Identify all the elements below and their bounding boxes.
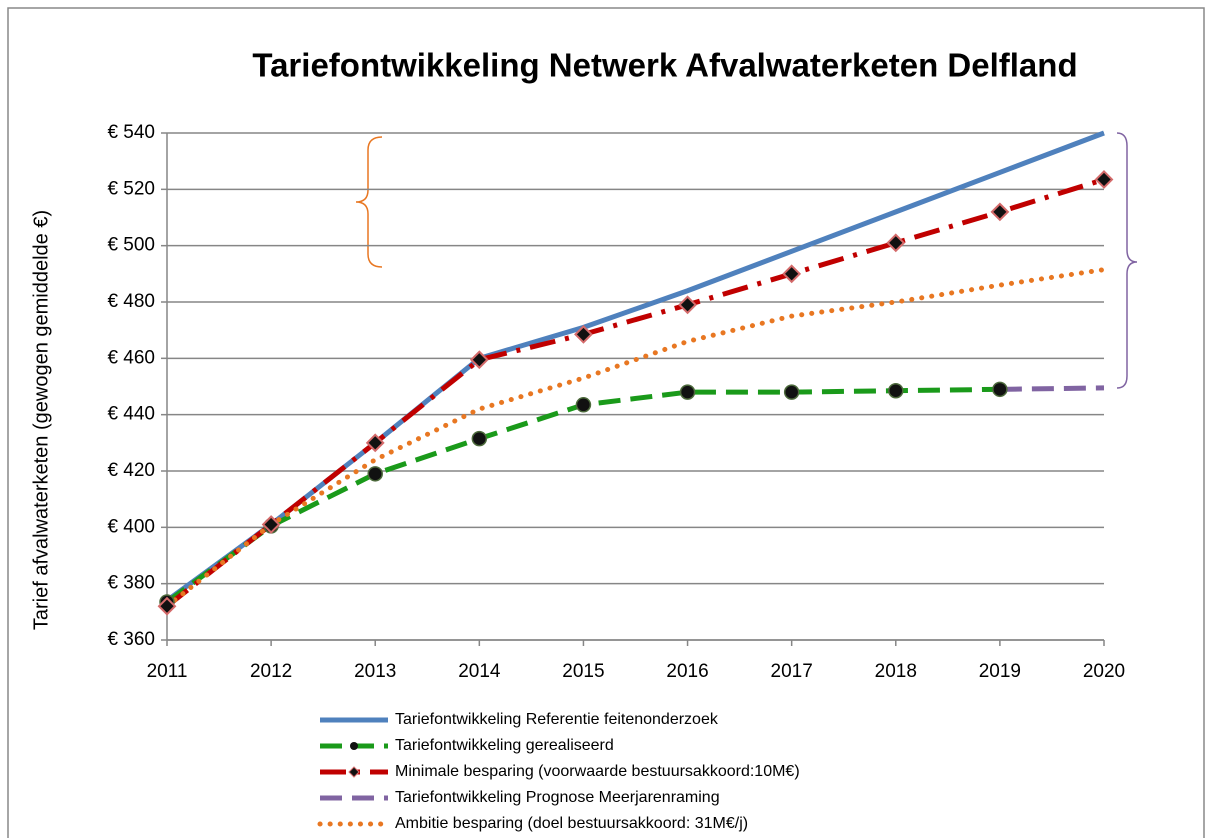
point bbox=[261, 515, 281, 534]
y-axis-label: Tarief afvalwaterketen (gewogen gemiddel… bbox=[30, 210, 52, 630]
y-tick-label: € 460 bbox=[107, 347, 155, 368]
point bbox=[1094, 170, 1114, 189]
legend-marker bbox=[348, 766, 360, 778]
point bbox=[678, 295, 697, 315]
legend-label: Tariefontwikkeling gerealiseerd bbox=[395, 737, 614, 754]
point bbox=[367, 466, 383, 482]
point bbox=[679, 384, 696, 400]
y-tick-label: € 440 bbox=[107, 404, 155, 425]
x-tick-label: 2018 bbox=[875, 661, 917, 682]
series-line bbox=[165, 177, 1105, 609]
point bbox=[782, 264, 802, 284]
x-tick-label: 2011 bbox=[147, 661, 188, 682]
point bbox=[575, 397, 592, 413]
point bbox=[365, 433, 385, 453]
brace bbox=[1116, 132, 1138, 389]
point bbox=[471, 430, 488, 447]
point bbox=[469, 350, 489, 370]
x-tick-label: 2016 bbox=[666, 661, 708, 682]
brace bbox=[355, 136, 383, 268]
chart-title: Tariefontwikkeling Netwerk Afvalwaterket… bbox=[252, 47, 1077, 84]
x-tick-label: 2019 bbox=[979, 661, 1021, 682]
chart-border bbox=[7, 7, 1205, 838]
point bbox=[992, 381, 1008, 398]
x-tick-label: 2013 bbox=[354, 661, 396, 682]
legend-label: Minimale besparing (voorwaarde bestuursa… bbox=[395, 763, 800, 780]
y-tick-label: € 380 bbox=[107, 573, 155, 594]
legend-label: Tariefontwikkeling Referentie feitenonde… bbox=[395, 711, 719, 728]
point bbox=[888, 382, 904, 399]
x-tick-label: 2014 bbox=[458, 661, 501, 682]
y-tick-label: € 420 bbox=[107, 460, 155, 481]
point bbox=[157, 596, 177, 616]
legend-label: Tariefontwikkeling Prognose Meerjarenram… bbox=[395, 789, 720, 806]
y-tick-label: € 360 bbox=[107, 629, 155, 650]
series-line bbox=[164, 267, 1107, 609]
legend-label: Ambitie besparing (doel bestuursakkoord:… bbox=[395, 815, 748, 832]
y-tick-label: € 480 bbox=[107, 291, 155, 312]
point bbox=[783, 384, 800, 400]
y-tick-label: € 400 bbox=[107, 516, 155, 537]
x-tick-label: 2012 bbox=[250, 661, 292, 682]
series-line bbox=[999, 385, 1105, 392]
series-line bbox=[165, 130, 1105, 603]
y-tick-label: € 500 bbox=[107, 235, 155, 256]
point bbox=[990, 202, 1010, 222]
y-tick-label: € 540 bbox=[107, 122, 155, 143]
x-tick-label: 2020 bbox=[1083, 661, 1125, 682]
x-tick-label: 2017 bbox=[771, 661, 813, 682]
legend-marker bbox=[350, 742, 358, 750]
x-tick-label: 2015 bbox=[562, 661, 604, 682]
point bbox=[574, 324, 593, 344]
point bbox=[886, 233, 906, 253]
y-tick-label: € 520 bbox=[107, 178, 155, 199]
